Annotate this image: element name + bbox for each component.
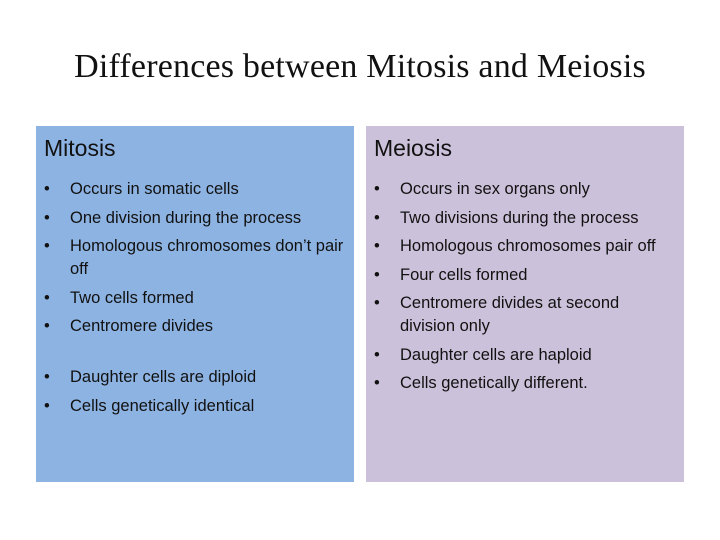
meiosis-heading: Meiosis: [374, 135, 452, 161]
list-item: • Four cells formed: [374, 264, 676, 287]
list-item: • Centromere divides at second division o…: [374, 294, 620, 335]
bullet-icon: •: [374, 237, 380, 255]
bullet-icon: •: [374, 208, 380, 227]
bullet-icon: •: [44, 288, 50, 307]
list-item: • Daughter cells are diploid: [44, 366, 346, 389]
list-item: • Occurs in sex organs only: [374, 178, 676, 201]
list-item: • One division during the process: [44, 207, 346, 230]
meiosis-list: • Occurs in sex organs only • Two division…: [374, 178, 676, 395]
list-item: • Cells genetically different.: [374, 372, 676, 395]
bullet-icon: •: [44, 237, 50, 255]
bullet-icon: •: [44, 208, 50, 227]
bullet-icon: •: [374, 180, 380, 198]
list-item: • Two cells formed: [44, 287, 346, 310]
bullet-icon: •: [44, 368, 50, 386]
meiosis-panel: Meiosis • Occurs in sex organs only • Two …: [366, 126, 684, 482]
page-title: Differences between Mitosis and Meiosis: [74, 48, 646, 85]
bullet-icon: •: [44, 317, 50, 335]
bullet-icon: •: [374, 374, 380, 392]
list-item: • Centromere divides: [44, 315, 346, 338]
mitosis-panel: Mitosis • Occurs in somatic cells • One di…: [36, 126, 354, 482]
bullet-icon: •: [44, 180, 50, 198]
list-item: • Homologous chromosomes don’t pair off: [44, 237, 344, 278]
bullet-icon: •: [374, 265, 380, 284]
mitosis-heading: Mitosis: [44, 135, 116, 161]
list-item: • Homologous chromosomes pair off: [374, 235, 676, 258]
list-item: • Cells genetically identical: [44, 395, 346, 418]
bullet-icon: •: [44, 396, 50, 415]
bullet-icon: •: [374, 345, 380, 364]
mitosis-list: • Occurs in somatic cells • One division d…: [44, 178, 346, 418]
bullet-icon: •: [374, 294, 380, 312]
list-item: • Occurs in somatic cells: [44, 178, 346, 201]
list-item: • Two divisions during the process: [374, 207, 676, 230]
list-item: • Daughter cells are haploid: [374, 344, 676, 367]
